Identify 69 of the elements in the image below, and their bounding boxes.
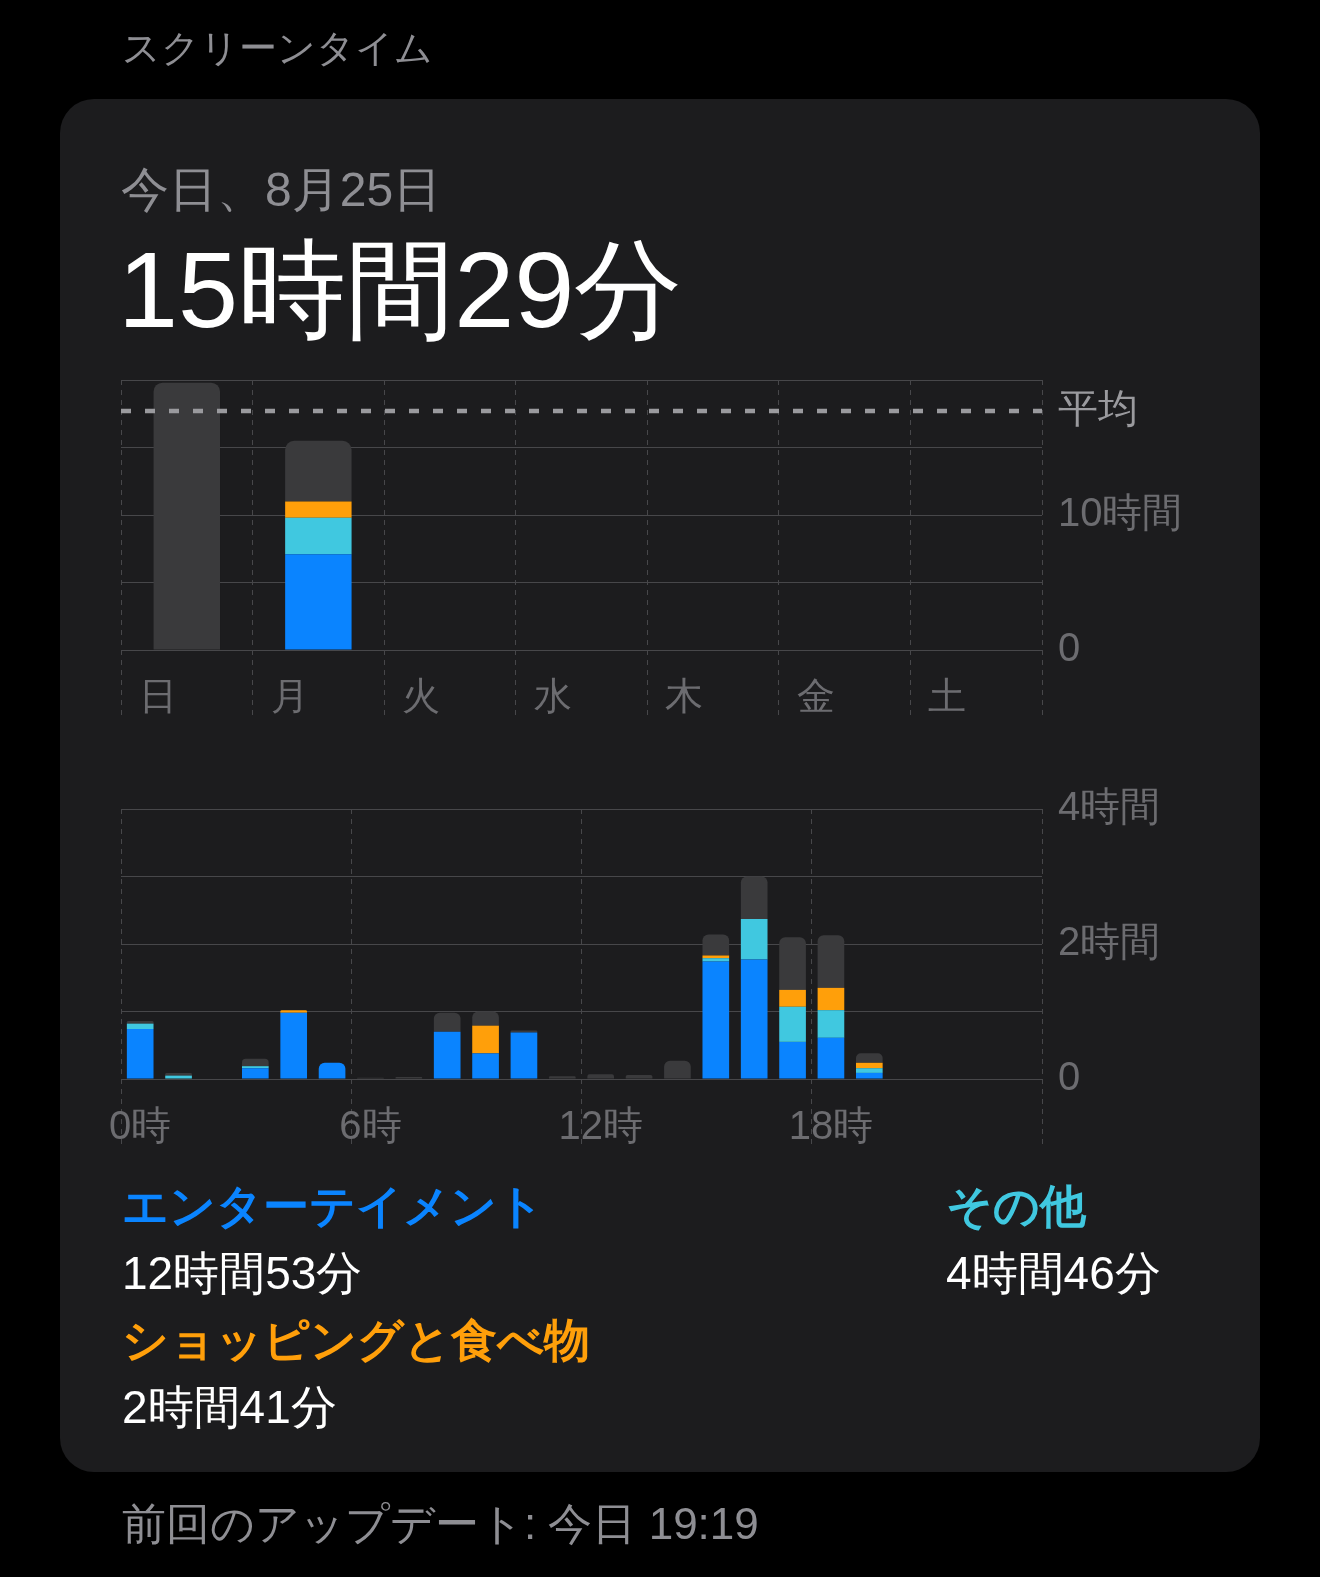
- bar: [817, 1010, 845, 1038]
- x-tick-label: 月: [270, 675, 309, 718]
- x-tick-label: 土: [928, 675, 967, 718]
- bar: [702, 934, 730, 956]
- bar: [779, 1041, 806, 1079]
- x-tick-label: 12時: [558, 1103, 643, 1148]
- bar: [472, 1025, 499, 1054]
- x-tick-label: 0時: [109, 1103, 172, 1148]
- text: 15時間29分: [118, 228, 683, 352]
- bar: [855, 1068, 883, 1073]
- bar: [740, 876, 768, 920]
- bar: [280, 1012, 308, 1079]
- bar: [126, 1029, 154, 1079]
- bar: [285, 440, 352, 502]
- x-tick-label: 6時: [339, 1103, 402, 1148]
- bar: [318, 1062, 346, 1079]
- bar: [855, 1072, 883, 1079]
- bar: [433, 1031, 461, 1079]
- x-tick-label: 18時: [788, 1103, 874, 1148]
- bar: [280, 1010, 308, 1013]
- bar: [855, 1053, 883, 1063]
- text: 12時間53分: [122, 1246, 364, 1301]
- x-tick-label: 金: [796, 675, 835, 718]
- bar: [472, 1011, 499, 1026]
- text: その他: [946, 1179, 1087, 1234]
- text: ショッピングと食べ物: [122, 1313, 591, 1368]
- bar: [587, 1074, 615, 1079]
- x-tick-label: 木: [665, 675, 704, 718]
- bar: [472, 1053, 499, 1079]
- bar: [285, 501, 352, 518]
- bar: [855, 1062, 883, 1069]
- bar: [241, 1058, 269, 1067]
- x-tick-label: 火: [402, 675, 441, 718]
- bar: [510, 1032, 538, 1079]
- bar: [817, 1037, 845, 1079]
- bar: [433, 1012, 461, 1032]
- bar: [548, 1076, 576, 1079]
- y-tick-label: 4時間: [1058, 784, 1161, 829]
- chart-subtitle: 今日、8月25日: [121, 162, 442, 218]
- bar: [510, 1030, 538, 1033]
- bar: [241, 1068, 269, 1079]
- y-tick-label: 0: [1058, 625, 1081, 670]
- bar: [126, 1020, 154, 1024]
- chart-title: スクリーンタイム: [122, 26, 433, 71]
- y-tick-label: 0: [1058, 1054, 1081, 1099]
- bar: [779, 1006, 806, 1042]
- y-tick-label: 2時間: [1058, 919, 1161, 964]
- text: 2時間41分: [122, 1380, 338, 1435]
- bar: [285, 554, 352, 650]
- bar: [153, 382, 221, 650]
- bar: [740, 919, 768, 960]
- bar: [817, 935, 845, 988]
- y-tick-label: 10時間: [1058, 490, 1183, 535]
- text: 前回のアップデート: 今日 19:19: [122, 1498, 759, 1550]
- bar: [817, 987, 845, 1011]
- bar: [702, 961, 730, 1079]
- bar: [779, 989, 806, 1007]
- text: エンターテイメント: [122, 1179, 545, 1234]
- text: 4時間46分: [946, 1246, 1162, 1301]
- bar: [779, 937, 806, 990]
- x-tick-label: 水: [533, 675, 572, 718]
- ref-line-label: 平均: [1058, 386, 1138, 431]
- bar: [241, 1066, 269, 1069]
- x-tick-label: 日: [139, 675, 177, 718]
- bar: [126, 1023, 154, 1030]
- bar: [740, 959, 768, 1079]
- bar: [285, 517, 352, 555]
- bar: [664, 1060, 691, 1079]
- bar: [625, 1074, 653, 1079]
